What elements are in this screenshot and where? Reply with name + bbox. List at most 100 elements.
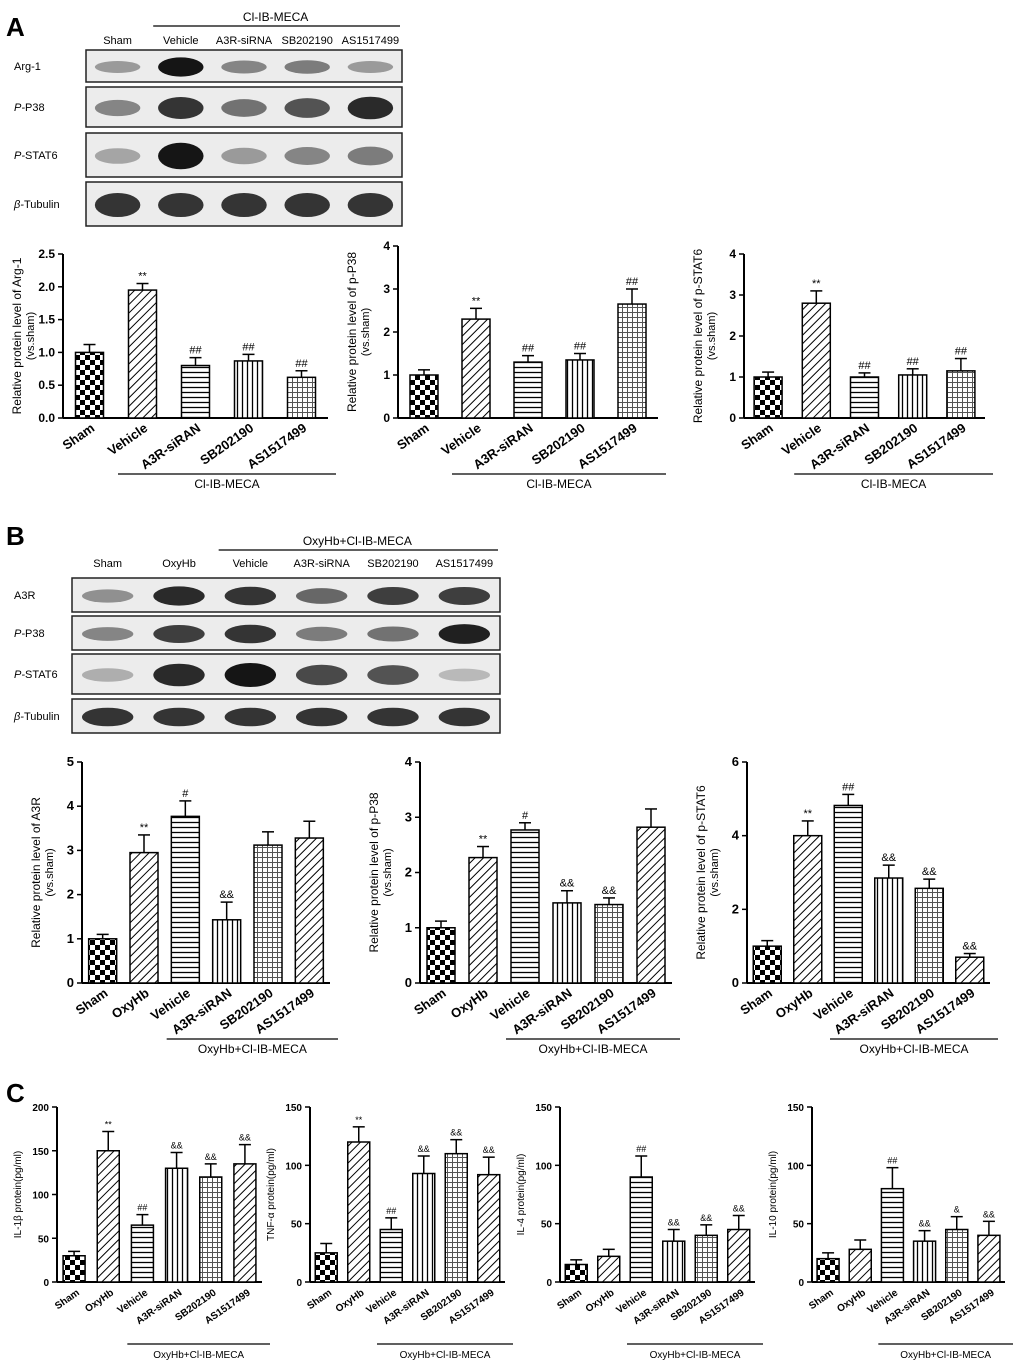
significance-label: ## xyxy=(386,1206,396,1216)
blot-band xyxy=(153,663,205,687)
bar xyxy=(753,376,783,419)
blot-row-label: β-Tubulin xyxy=(13,199,60,211)
significance-label: ## xyxy=(636,1144,646,1154)
y-tick-label: 4 xyxy=(405,754,413,769)
y-tick-label: 1 xyxy=(383,368,390,382)
significance-label: ## xyxy=(626,276,639,288)
blot-band xyxy=(367,586,419,606)
blot-band xyxy=(438,624,491,644)
y-axis-label: Relative protein level of p-STAT6 xyxy=(691,249,705,424)
blot-lane-label: A3R-siRNA xyxy=(294,558,351,570)
bar xyxy=(955,956,985,984)
y-tick-label: 2 xyxy=(383,325,390,339)
panel-letter-c: C xyxy=(6,1078,25,1108)
y-tick-label: 1 xyxy=(729,370,736,384)
bar xyxy=(565,359,595,419)
blot-band xyxy=(158,142,204,170)
bar xyxy=(617,303,647,419)
y-tick-label: 150 xyxy=(787,1103,804,1114)
significance-label: & xyxy=(954,1205,960,1215)
blot-band xyxy=(367,665,419,685)
category-label: Vehicle xyxy=(438,420,483,458)
significance-label: && xyxy=(922,866,937,878)
blot-band xyxy=(158,192,204,218)
significance-label: && xyxy=(983,1209,995,1219)
blot-lane-label: Vehicle xyxy=(233,558,268,570)
y-tick-label: 50 xyxy=(291,1220,303,1231)
blot-row-label: P-P38 xyxy=(14,628,45,640)
y-tick-label: 0 xyxy=(798,1278,804,1289)
category-label: OxyHb xyxy=(109,985,152,1021)
blot-band xyxy=(153,624,205,644)
significance-label: ## xyxy=(955,346,968,358)
blot-row-label: Arg-1 xyxy=(14,61,41,73)
category-label: Sham xyxy=(555,1287,584,1312)
category-label: Sham xyxy=(738,420,776,453)
y-tick-label: 200 xyxy=(32,1103,49,1114)
blot-lane-label: Sham xyxy=(93,558,122,570)
blot-lane-label: AS1517499 xyxy=(436,558,494,570)
group-label: Cl-IB-MECA xyxy=(861,477,926,491)
group-label: OxyHb+Cl-IB-MECA xyxy=(400,1350,491,1361)
y-tick-label: 6 xyxy=(732,754,739,769)
bar xyxy=(347,1141,371,1283)
blot-group-label: OxyHb+Cl-IB-MECA xyxy=(303,534,412,548)
significance-label: ** xyxy=(812,278,821,290)
y-axis-sublabel: (vs.sham) xyxy=(709,848,721,896)
y-tick-label: 150 xyxy=(32,1147,49,1158)
blot-row-label: P-STAT6 xyxy=(14,669,58,681)
bar xyxy=(164,1167,189,1283)
bar xyxy=(96,1150,120,1283)
bar xyxy=(87,938,118,984)
blot-band xyxy=(81,589,134,603)
category-label: Sham xyxy=(305,1287,334,1312)
bar xyxy=(594,903,624,984)
bar xyxy=(897,374,928,419)
blot-band xyxy=(284,60,330,74)
y-axis-label: Relative protein level of p-STAT6 xyxy=(694,785,708,960)
blot-band xyxy=(221,60,267,74)
bar xyxy=(477,1173,501,1283)
bar xyxy=(880,1187,905,1283)
bar-chart-a2: 0 1 2 3 4 Relative protein level of p-P38 (vs.… xyxy=(345,239,666,491)
significance-label: ## xyxy=(137,1203,147,1213)
bar xyxy=(170,815,201,984)
blot-row-label: P-P38 xyxy=(14,102,45,114)
blot-group-label: Cl-IB-MECA xyxy=(243,10,308,24)
bar xyxy=(233,1163,257,1283)
bar xyxy=(513,361,543,419)
significance-label: ## xyxy=(574,341,587,353)
y-tick-label: 2.0 xyxy=(38,280,55,294)
significance-label: && xyxy=(700,1213,712,1223)
y-tick-label: 4 xyxy=(67,798,75,813)
bar xyxy=(914,887,944,984)
blot-lane-label: Sham xyxy=(103,35,132,47)
significance-label: ** xyxy=(138,271,147,283)
significance-label: && xyxy=(668,1218,680,1228)
significance-label: && xyxy=(602,885,617,897)
category-label: AS1517499 xyxy=(244,420,309,472)
significance-label: ** xyxy=(355,1115,363,1125)
y-axis-label: Relative protein level of p-P38 xyxy=(345,252,359,412)
y-axis-sublabel: (vs.sham) xyxy=(360,308,372,356)
bar-chart-b1: 0 1 2 3 4 5 Relative protein level of A3R (vs.s… xyxy=(29,754,338,1056)
significance-label: && xyxy=(239,1133,251,1143)
group-label: OxyHb+Cl-IB-MECA xyxy=(153,1350,244,1361)
western-blot-panel-a: Sham Vehicle A3R-siRNA SB202190 AS1517499 Cl-… xyxy=(13,10,403,227)
category-label: Sham xyxy=(73,985,111,1018)
significance-label: ## xyxy=(522,343,535,355)
bar-chart-c1: 0 50 100 150 200 IL-1β protein(pg/ml) Sham ** Ox… xyxy=(13,1103,270,1361)
blot-band xyxy=(224,707,277,727)
significance-label: && xyxy=(962,941,977,953)
y-tick-label: 0 xyxy=(296,1278,302,1289)
blot-band xyxy=(81,627,134,641)
y-tick-label: 0.5 xyxy=(38,378,55,392)
bar xyxy=(294,837,325,984)
y-axis-label: Relative protein level of A3R xyxy=(29,797,43,948)
bar xyxy=(233,360,264,419)
bar-chart-b2: 0 1 2 3 4 Relative protein level of p-P38 (vs.… xyxy=(367,754,680,1056)
category-label: Sham xyxy=(394,420,432,453)
bar xyxy=(379,1228,403,1283)
y-axis-sublabel: (vs.sham) xyxy=(25,312,37,360)
significance-label: ** xyxy=(803,808,812,820)
